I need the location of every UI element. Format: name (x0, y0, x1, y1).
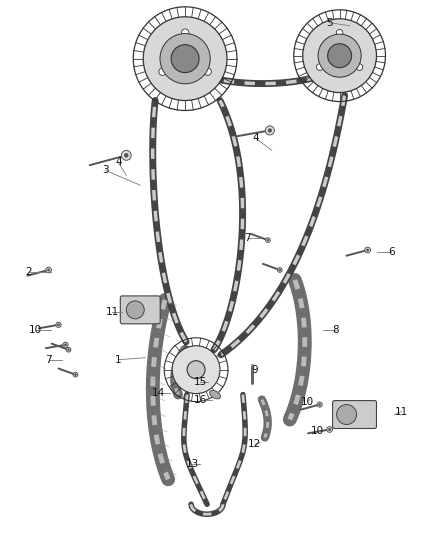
Text: 10: 10 (311, 426, 324, 437)
Text: 4: 4 (253, 133, 259, 143)
Circle shape (46, 267, 51, 273)
Circle shape (278, 268, 282, 272)
Circle shape (67, 349, 69, 351)
Circle shape (318, 34, 361, 77)
Circle shape (327, 426, 332, 432)
Text: 11: 11 (106, 307, 119, 317)
Circle shape (57, 324, 60, 326)
Text: 3: 3 (102, 165, 109, 175)
Circle shape (337, 405, 357, 424)
Text: 9: 9 (251, 365, 258, 375)
Text: 12: 12 (248, 439, 261, 449)
Circle shape (319, 403, 321, 406)
Circle shape (267, 239, 269, 241)
Text: 1: 1 (115, 354, 122, 365)
Circle shape (265, 126, 274, 135)
Circle shape (187, 361, 205, 378)
Circle shape (56, 322, 61, 327)
Text: 14: 14 (152, 387, 165, 398)
Circle shape (265, 238, 270, 243)
Text: 2: 2 (25, 267, 32, 277)
Circle shape (124, 154, 128, 157)
Circle shape (279, 269, 281, 271)
Text: 10: 10 (301, 397, 314, 407)
Circle shape (268, 128, 272, 132)
Circle shape (317, 64, 323, 70)
Circle shape (181, 29, 189, 36)
Text: 6: 6 (388, 247, 395, 257)
Circle shape (66, 348, 71, 352)
Circle shape (171, 45, 199, 72)
Circle shape (303, 19, 377, 93)
Circle shape (367, 249, 369, 251)
Circle shape (328, 44, 352, 68)
Text: 5: 5 (326, 18, 333, 28)
Text: 8: 8 (332, 325, 339, 335)
Text: 16: 16 (194, 394, 207, 405)
FancyBboxPatch shape (332, 401, 377, 429)
Text: 13: 13 (185, 459, 199, 470)
Circle shape (47, 269, 49, 271)
Circle shape (172, 346, 220, 393)
Circle shape (74, 374, 76, 376)
Ellipse shape (209, 390, 220, 399)
Text: 15: 15 (194, 377, 207, 386)
Circle shape (126, 301, 144, 319)
Circle shape (160, 34, 210, 84)
Text: 10: 10 (29, 325, 42, 335)
Circle shape (204, 68, 212, 75)
Circle shape (356, 64, 363, 70)
Circle shape (63, 342, 68, 348)
Circle shape (121, 150, 131, 160)
Circle shape (336, 29, 343, 36)
Circle shape (64, 344, 67, 346)
FancyBboxPatch shape (120, 296, 160, 324)
Text: 7: 7 (45, 354, 52, 365)
Circle shape (365, 247, 371, 253)
Circle shape (328, 429, 331, 431)
Circle shape (143, 17, 227, 101)
Circle shape (73, 373, 78, 377)
Circle shape (317, 402, 322, 407)
Text: 4: 4 (115, 157, 122, 167)
Circle shape (159, 68, 166, 75)
Text: 11: 11 (395, 407, 408, 416)
Text: 7: 7 (244, 233, 251, 243)
